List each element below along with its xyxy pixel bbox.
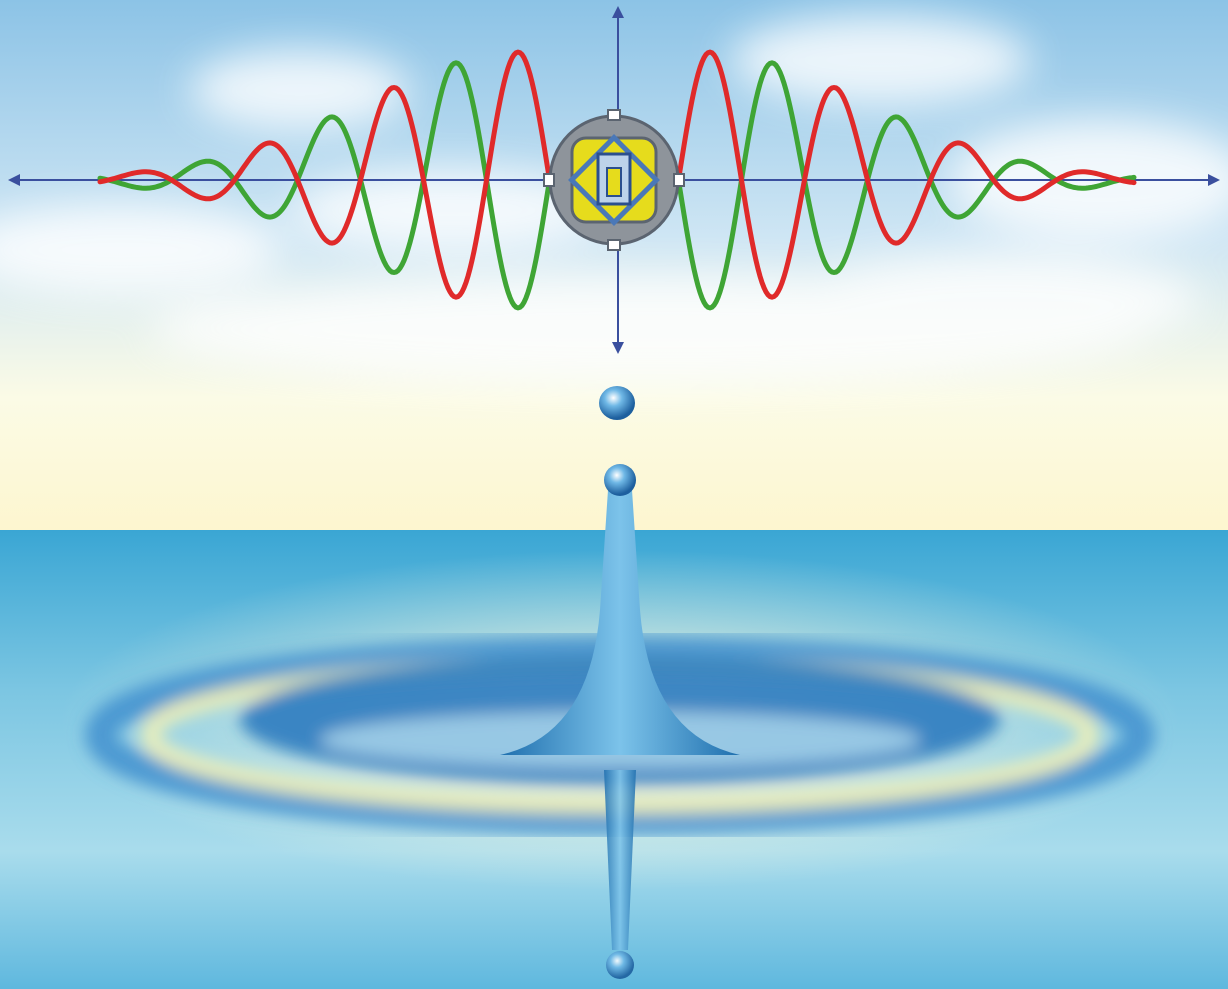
water-drop (599, 386, 635, 420)
red-wave (675, 49, 1137, 300)
led-chip (543, 109, 685, 251)
splash-tip (604, 464, 636, 496)
reflection (604, 770, 636, 950)
clouds (0, 15, 1228, 385)
green-wave (97, 60, 553, 311)
red-wave (97, 49, 553, 300)
reflection-drop (606, 951, 634, 979)
waves (97, 49, 1137, 311)
splash-column (500, 490, 740, 755)
